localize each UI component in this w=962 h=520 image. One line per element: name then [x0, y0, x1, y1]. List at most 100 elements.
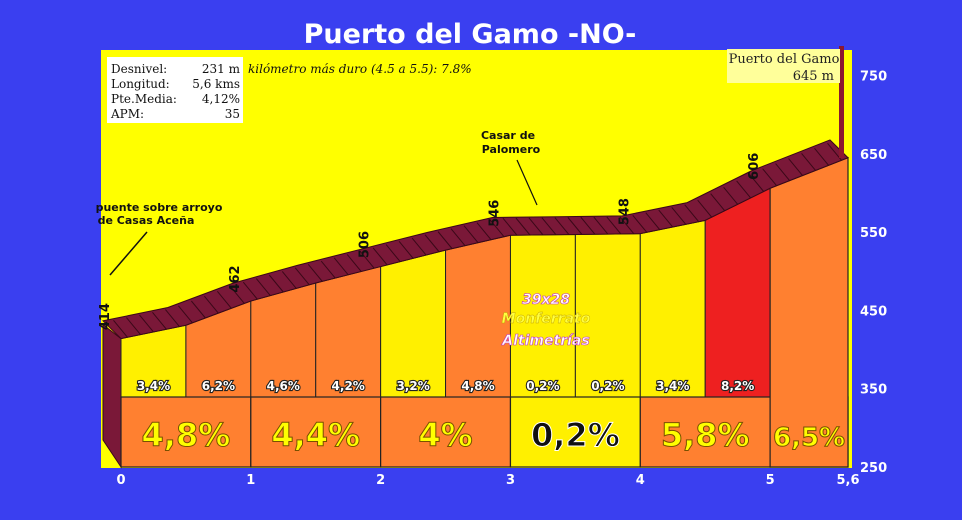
road-hatch	[411, 237, 427, 256]
y-tick-label-0: 750	[860, 70, 887, 85]
casar-pointer	[516, 159, 538, 206]
big-segment-4	[639, 396, 771, 468]
big-segment-0	[120, 396, 252, 468]
road-hatch	[502, 217, 518, 236]
hardest-km-note: kilómetro más duro (4.5 a 5.5): 7.8%	[248, 62, 472, 76]
road-hatch	[126, 317, 141, 335]
x-tick-label-0: 0	[116, 473, 125, 488]
x-tick-label-4: 4	[636, 473, 645, 488]
road-hatch	[385, 244, 401, 262]
road-hatch	[749, 174, 765, 192]
elevation-label-4: 548	[617, 198, 632, 225]
big-grade-label-3: 0,2%	[531, 416, 620, 454]
road-hatch	[489, 219, 505, 238]
road-hatch	[139, 314, 154, 333]
road-hatch	[242, 281, 258, 300]
y-tick-label-5: 250	[860, 461, 887, 476]
km-segment-3	[315, 265, 382, 398]
road-hatch	[372, 247, 388, 266]
km-segment-8	[639, 219, 706, 398]
road-hatch	[424, 234, 440, 253]
road-hatch	[632, 215, 648, 233]
km-grade-label-7: 0,2%	[591, 379, 624, 393]
stats-label-0: Desnivel:	[111, 62, 167, 76]
x-tick-label-6: 5,6	[836, 473, 859, 488]
km-grade-label-1: 6,2%	[202, 379, 235, 393]
road-hatch	[710, 193, 726, 212]
x-tick-label-3: 3	[506, 473, 515, 488]
stats-value-2: 4,12%	[202, 92, 240, 106]
stats-box: Desnivel: 231 m Longitud: 5,6 kms Pte.Media:…	[107, 57, 243, 123]
stats-label-1: Longitud:	[111, 77, 170, 91]
bridge-label-line1: puente sobre arroyo	[96, 201, 223, 214]
km-grade-label-5: 4,8%	[461, 379, 494, 393]
road-hatch	[463, 225, 479, 243]
watermark: 39x28 Monferrato Altimetrías	[501, 292, 591, 350]
road-hatch	[398, 241, 414, 259]
road-hatch	[762, 168, 777, 187]
road-hatch	[255, 278, 271, 296]
road-hatch	[723, 186, 739, 205]
road-hatch	[593, 216, 609, 235]
bridge-label-line2: de Casas Aceña	[98, 214, 195, 227]
road-hatch	[268, 274, 284, 293]
stats-value-0: 231 m	[202, 62, 241, 76]
watermark-line3: Altimetrías	[501, 333, 589, 349]
big-grade-label-4: 5,8%	[661, 416, 750, 454]
road-hatch	[307, 264, 323, 282]
road-hatch	[281, 271, 297, 289]
stats-label-3: APM:	[110, 107, 144, 121]
km-grade-label-6: 0,2%	[526, 379, 559, 393]
road-hatch	[684, 204, 700, 223]
big-grade-label-0: 4,8%	[142, 416, 231, 454]
road-hatch	[528, 217, 544, 236]
chart-title: Puerto del Gamo -NO-	[304, 19, 637, 50]
road-hatch	[645, 212, 661, 230]
road-hatch	[606, 216, 622, 235]
km-grade-label-8: 3,4%	[656, 379, 689, 393]
road-hatch	[801, 153, 816, 171]
road-hatch	[190, 300, 206, 319]
road-hatch	[346, 254, 362, 272]
y-tick-label-4: 350	[860, 383, 887, 398]
km-grade-label-9: 8,2%	[721, 379, 754, 393]
km-grade-label-4: 3,2%	[396, 379, 429, 393]
big-segment-1	[250, 396, 382, 468]
final-segment-column	[769, 156, 849, 468]
road-hatch	[152, 311, 167, 330]
road-hatch	[437, 231, 453, 249]
road-hatch	[165, 309, 180, 327]
x-tick-label-2: 2	[376, 473, 385, 488]
road-hatch	[814, 148, 829, 166]
km-segment-9	[704, 187, 771, 398]
road-hatch	[658, 209, 674, 228]
elevation-label-5: 606	[747, 153, 762, 180]
road-hatch	[216, 290, 232, 309]
road-hatch	[178, 305, 193, 324]
road-hatch	[229, 286, 245, 304]
road-hatch	[788, 158, 803, 176]
road-hatch	[580, 216, 596, 235]
summit-altitude: 645 m	[793, 69, 834, 84]
big-grade-label-2: 4%	[418, 416, 472, 454]
elevation-label-0: 414	[98, 303, 113, 330]
road-hatch	[333, 257, 349, 276]
y-tick-label-1: 650	[860, 148, 887, 163]
casar-label-line2: Palomero	[482, 143, 541, 156]
y-tick-label-3: 450	[860, 304, 887, 319]
road-hatch	[775, 163, 790, 181]
stats-value-3: 35	[225, 107, 240, 121]
elevation-label-3: 546	[487, 200, 502, 227]
summit-pole	[839, 46, 844, 158]
km-grade-label-0: 3,4%	[137, 379, 170, 393]
km-segment-4	[380, 249, 447, 398]
km-grade-label-3: 4,2%	[332, 379, 365, 393]
stats-label-2: Pte.Media:	[111, 92, 177, 106]
road-hatch	[515, 217, 531, 236]
casar-label-line1: Casar de	[481, 129, 535, 142]
x-tick-label-5: 5	[766, 473, 775, 488]
stats-value-1: 5,6 kms	[192, 77, 240, 91]
x-tick-label-1: 1	[246, 473, 255, 488]
watermark-line1: 39x28	[522, 292, 570, 308]
